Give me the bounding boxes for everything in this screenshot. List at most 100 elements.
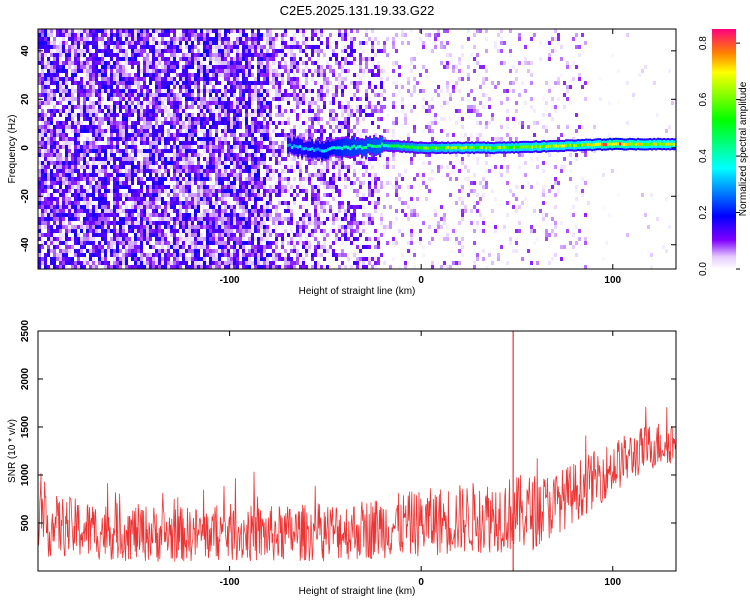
heatmap-cell — [86, 89, 89, 93]
heatmap-cell — [149, 237, 152, 241]
heatmap-cell — [164, 145, 167, 149]
heatmap-cell — [176, 73, 179, 77]
heatmap-cell — [101, 33, 104, 37]
heatmap-cell — [260, 113, 263, 117]
heatmap-cell — [203, 73, 206, 77]
heatmap-cell — [95, 249, 98, 253]
heatmap-cell — [248, 165, 251, 169]
heatmap-cell — [179, 213, 182, 217]
heatmap-cell — [356, 225, 359, 229]
heatmap-cell — [254, 157, 257, 161]
heatmap-cell — [65, 133, 68, 137]
heatmap-cell — [74, 141, 77, 145]
heatmap-cell — [71, 129, 74, 133]
heatmap-cell — [212, 137, 215, 141]
heatmap-cell — [44, 165, 47, 169]
heatmap-cell — [371, 217, 374, 221]
heatmap-cell — [119, 233, 122, 237]
heatmap-cell — [44, 149, 47, 153]
heatmap-cell — [233, 217, 236, 221]
heatmap-cell — [245, 157, 248, 161]
heatmap-cell — [83, 225, 86, 229]
heatmap-cell — [227, 45, 230, 49]
heatmap-cell — [86, 65, 89, 69]
heatmap-cell — [371, 177, 374, 181]
heatmap-cell — [224, 261, 227, 265]
heatmap-cell — [248, 41, 251, 45]
heatmap-cell — [368, 105, 371, 109]
heatmap-cell — [68, 161, 71, 165]
heatmap-cell — [170, 197, 173, 201]
heatmap-cell — [116, 177, 119, 181]
heatmap-cell — [254, 77, 257, 81]
heatmap-cell — [101, 85, 104, 89]
heatmap-cell — [257, 53, 260, 57]
heatmap-cell — [185, 141, 188, 145]
heatmap-cell — [233, 85, 236, 89]
heatmap-cell — [86, 73, 89, 77]
heatmap-cell — [152, 101, 155, 105]
heatmap-cell — [308, 213, 311, 217]
heatmap-cell — [290, 265, 293, 269]
heatmap-cell — [167, 213, 170, 217]
heatmap-cell — [323, 169, 326, 173]
heatmap-cell — [98, 205, 101, 209]
heatmap-cell — [269, 73, 272, 77]
heatmap-cell — [320, 173, 323, 177]
heatmap-cell — [143, 109, 146, 113]
heatmap-cell — [278, 133, 281, 137]
heatmap-cell — [263, 177, 266, 181]
heatmap-cell — [65, 193, 68, 197]
heatmap-cell — [212, 261, 215, 265]
heatmap-cell — [209, 49, 212, 53]
heatmap-cell — [170, 49, 173, 53]
heatmap-cell — [287, 241, 290, 245]
heatmap-cell — [89, 141, 92, 145]
heatmap-cell — [152, 181, 155, 185]
heatmap-cell — [116, 221, 119, 225]
heatmap-cell — [206, 73, 209, 77]
heatmap-cell — [242, 29, 245, 33]
heatmap-cell — [44, 205, 47, 209]
heatmap-cell — [161, 53, 164, 57]
heatmap-cell — [380, 69, 383, 73]
heatmap-cell — [113, 213, 116, 217]
heatmap-cell — [155, 81, 158, 85]
heatmap-cell — [155, 109, 158, 113]
heatmap-cell — [41, 125, 44, 129]
heatmap-cell — [257, 105, 260, 109]
heatmap-cell — [107, 41, 110, 45]
heatmap-cell — [263, 245, 266, 249]
heatmap-cell — [314, 205, 317, 209]
heatmap-cell — [164, 41, 167, 45]
heatmap-cell — [38, 257, 41, 261]
heatmap-cell — [41, 209, 44, 213]
heatmap-cell — [107, 105, 110, 109]
heatmap-cell — [191, 93, 194, 97]
heatmap-cell — [389, 181, 392, 185]
heatmap-cell — [206, 237, 209, 241]
heatmap-cell — [251, 237, 254, 241]
heatmap-cell — [104, 221, 107, 225]
heatmap-cell — [95, 73, 98, 77]
heatmap-cell — [218, 73, 221, 77]
heatmap-cell — [59, 89, 62, 93]
heatmap-cell — [101, 41, 104, 45]
heatmap-cell — [200, 41, 203, 45]
heatmap-cell — [62, 141, 65, 145]
heatmap-cell — [365, 57, 368, 61]
heatmap-cell — [227, 157, 230, 161]
heatmap-cell — [95, 197, 98, 201]
heatmap-cell — [77, 145, 80, 149]
heatmap-cell — [185, 165, 188, 169]
heatmap-cell — [74, 157, 77, 161]
heatmap-cell — [194, 181, 197, 185]
heatmap-cell — [218, 93, 221, 97]
heatmap-cell — [92, 225, 95, 229]
heatmap-cell — [122, 233, 125, 237]
heatmap-cell — [119, 125, 122, 129]
heatmap-cell — [221, 137, 224, 141]
heatmap-cell — [173, 241, 176, 245]
heatmap-cell — [224, 165, 227, 169]
heatmap-cell — [239, 229, 242, 233]
